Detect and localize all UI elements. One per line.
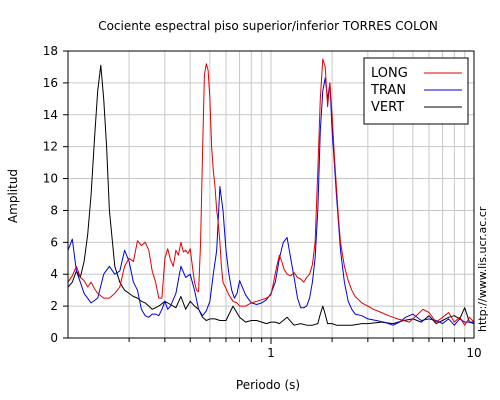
y-tick-label: 12 [43, 140, 58, 154]
legend-label-long: LONG [371, 66, 408, 81]
x-axis-label: Periodo (s) [236, 378, 300, 392]
y-tick-label: 18 [43, 44, 58, 58]
y-axis-label: Amplitud [6, 169, 20, 223]
series-line-long [68, 58, 474, 326]
series-layer [68, 58, 474, 326]
y-tick-label: 2 [50, 299, 58, 313]
legend: LONG TRAN VERT [363, 57, 469, 125]
y-tick-label: 6 [50, 235, 58, 249]
y-tick-label: 8 [50, 203, 58, 217]
x-tick-label: 1 [267, 346, 275, 360]
y-tick-label: 16 [43, 76, 58, 90]
y-tick-label: 10 [43, 172, 58, 186]
legend-label-tran: TRAN [370, 83, 406, 98]
chart-title: Cociente espectral piso superior/inferio… [98, 19, 438, 33]
watermark-url: http://www.lis.ucr.ac.cr [476, 206, 489, 332]
series-line-tran [68, 77, 474, 326]
y-tick-label: 0 [50, 331, 58, 345]
y-tick-label: 14 [43, 108, 58, 122]
series-line-vert [68, 64, 474, 326]
axis-ticks: 0 2 4 6 8 10 12 14 16 18 1 10 [43, 44, 482, 360]
y-tick-label: 4 [50, 267, 58, 281]
legend-label-vert: VERT [371, 100, 404, 115]
x-tick-label: 10 [466, 346, 481, 360]
legend-box [363, 57, 469, 125]
